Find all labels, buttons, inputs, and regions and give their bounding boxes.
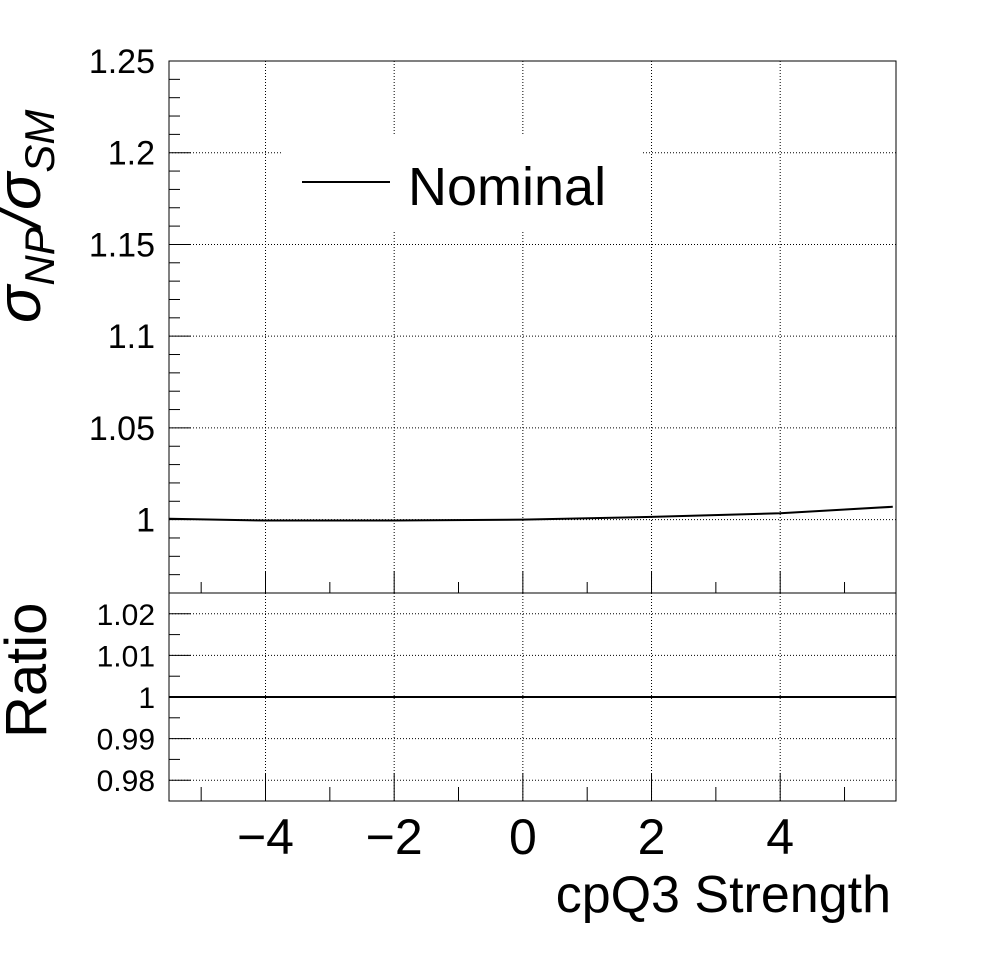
xtick-label: −2 [366, 809, 423, 865]
main-panel: 1 1.05 1.1 1.15 1.2 1.25 Nominal σNP/σSM [0, 43, 897, 594]
ratio-ylabel: Ratio [0, 603, 59, 738]
ratio-ytick-label: 0.98 [97, 765, 155, 798]
main-ylabel-sigma: σ [0, 283, 54, 323]
main-ytick-label: 1.15 [89, 226, 155, 264]
main-ytick-label: 1.05 [89, 410, 155, 448]
series-line-nominal [168, 505, 893, 522]
ratio-ytick-label: 1 [138, 682, 155, 715]
main-ylabel-sub-sm: SM [16, 110, 63, 173]
ratio-ytick-label: 0.99 [97, 724, 155, 757]
main-ticks [169, 60, 846, 594]
main-ylabel-sub-np: NP [16, 227, 63, 285]
main-ytick-labels: 1 1.05 1.1 1.15 1.2 1.25 [89, 43, 155, 540]
xtick-label: 4 [766, 809, 794, 865]
xaxis-label: cpQ3 Strength [556, 866, 891, 924]
ratio-ytick-label: 1.02 [97, 599, 155, 632]
main-ytick-label: 1.2 [108, 135, 155, 173]
main-ytick-label: 1 [136, 502, 155, 540]
xtick-label: −4 [237, 809, 294, 865]
xtick-label: 2 [638, 809, 666, 865]
xtick-labels: −4 −2 0 2 4 [237, 809, 794, 865]
ratio-ytick-label: 1.01 [97, 640, 155, 673]
main-series [168, 505, 893, 522]
xtick-label: 0 [509, 809, 537, 865]
legend-label-nominal: Nominal [408, 157, 606, 217]
main-ytick-label: 1.25 [89, 43, 155, 81]
ratio-panel: 0.98 0.99 1 1.01 1.02 −4 −2 0 2 4 Ratio cpQ3 Str… [0, 592, 897, 924]
main-ytick-label: 1.1 [108, 318, 155, 356]
ratio-ytick-labels: 0.98 0.99 1 1.01 1.02 [97, 599, 155, 798]
ratio-ticks [169, 592, 846, 802]
legend: Nominal [282, 135, 642, 230]
main-ylabel: σNP/σSM [0, 110, 63, 323]
main-ylabel-mid: /σ [0, 170, 54, 231]
